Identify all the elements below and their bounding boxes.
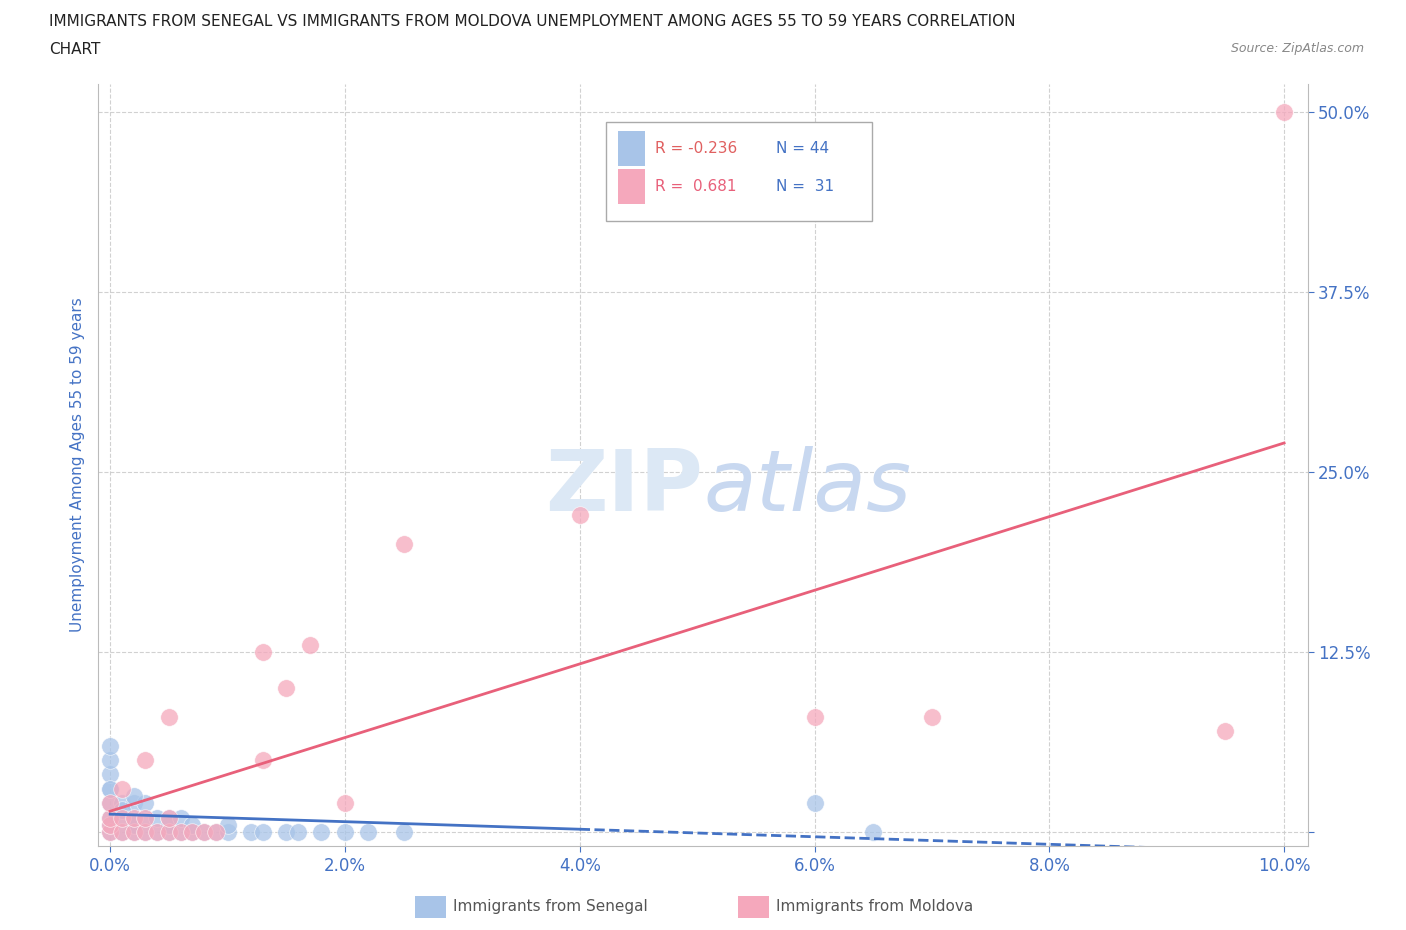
- Point: [134, 752, 156, 767]
- Point: [392, 537, 415, 551]
- Point: [157, 817, 180, 832]
- Text: Immigrants from Moldova: Immigrants from Moldova: [776, 899, 973, 914]
- Point: [157, 710, 180, 724]
- Point: [111, 796, 134, 811]
- FancyBboxPatch shape: [606, 122, 872, 221]
- Point: [98, 738, 121, 753]
- Point: [193, 825, 215, 840]
- Point: [921, 710, 943, 724]
- Point: [287, 825, 309, 840]
- Text: R = -0.236: R = -0.236: [655, 141, 737, 156]
- Point: [111, 810, 134, 825]
- Text: R =  0.681: R = 0.681: [655, 179, 737, 194]
- Point: [157, 810, 180, 825]
- Point: [169, 825, 191, 840]
- Point: [134, 825, 156, 840]
- Point: [122, 825, 145, 840]
- Point: [252, 752, 274, 767]
- Text: IMMIGRANTS FROM SENEGAL VS IMMIGRANTS FROM MOLDOVA UNEMPLOYMENT AMONG AGES 55 TO: IMMIGRANTS FROM SENEGAL VS IMMIGRANTS FR…: [49, 14, 1015, 29]
- Point: [193, 825, 215, 840]
- Point: [122, 789, 145, 804]
- Point: [392, 825, 415, 840]
- Point: [98, 817, 121, 832]
- Point: [803, 796, 825, 811]
- Point: [333, 825, 356, 840]
- Point: [111, 825, 134, 840]
- Point: [862, 825, 884, 840]
- Point: [311, 825, 333, 840]
- Point: [240, 825, 263, 840]
- Point: [146, 825, 169, 840]
- Point: [204, 825, 226, 840]
- Point: [98, 781, 121, 796]
- Point: [181, 825, 204, 840]
- Point: [217, 817, 239, 832]
- Point: [252, 644, 274, 659]
- Point: [111, 803, 134, 817]
- Point: [169, 810, 191, 825]
- Point: [134, 810, 156, 825]
- Point: [98, 825, 121, 840]
- Point: [98, 796, 121, 811]
- Point: [333, 796, 356, 811]
- Point: [217, 825, 239, 840]
- Point: [98, 817, 121, 832]
- Point: [111, 781, 134, 796]
- Point: [98, 796, 121, 811]
- Point: [134, 810, 156, 825]
- Point: [357, 825, 380, 840]
- Point: [122, 810, 145, 825]
- Text: Source: ZipAtlas.com: Source: ZipAtlas.com: [1230, 42, 1364, 55]
- Point: [98, 825, 121, 840]
- Point: [98, 752, 121, 767]
- Point: [98, 810, 121, 825]
- Point: [276, 825, 298, 840]
- Point: [181, 825, 204, 840]
- Point: [298, 637, 321, 652]
- Text: atlas: atlas: [703, 446, 911, 529]
- Point: [181, 817, 204, 832]
- Text: CHART: CHART: [49, 42, 101, 57]
- Point: [204, 825, 226, 840]
- Point: [146, 825, 169, 840]
- Point: [157, 825, 180, 840]
- Point: [276, 681, 298, 696]
- Point: [803, 710, 825, 724]
- Point: [1272, 105, 1295, 120]
- Point: [1215, 724, 1237, 738]
- Point: [169, 825, 191, 840]
- Point: [111, 825, 134, 840]
- Text: N = 44: N = 44: [776, 141, 828, 156]
- Point: [134, 796, 156, 811]
- Point: [146, 810, 169, 825]
- Point: [134, 825, 156, 840]
- Text: Immigrants from Senegal: Immigrants from Senegal: [453, 899, 648, 914]
- Point: [157, 810, 180, 825]
- Point: [98, 767, 121, 782]
- FancyBboxPatch shape: [619, 169, 645, 204]
- Point: [122, 817, 145, 832]
- FancyBboxPatch shape: [619, 131, 645, 166]
- Point: [98, 810, 121, 825]
- Point: [122, 796, 145, 811]
- Point: [568, 508, 591, 523]
- Y-axis label: Unemployment Among Ages 55 to 59 years: Unemployment Among Ages 55 to 59 years: [69, 298, 84, 632]
- Point: [122, 825, 145, 840]
- Point: [98, 781, 121, 796]
- Point: [252, 825, 274, 840]
- Text: ZIP: ZIP: [546, 446, 703, 529]
- Point: [122, 810, 145, 825]
- Text: N =  31: N = 31: [776, 179, 834, 194]
- Point: [111, 810, 134, 825]
- Point: [157, 825, 180, 840]
